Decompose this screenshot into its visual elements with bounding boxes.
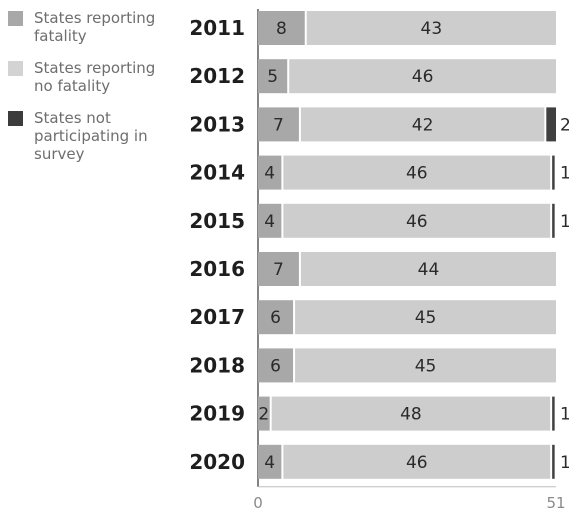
year-label: 2017 (189, 305, 245, 329)
legend-swatch-not-participating (8, 111, 23, 126)
bar-segment (258, 11, 305, 45)
bar-segment (300, 252, 556, 286)
bar-segment (546, 107, 556, 142)
data-label: 45 (415, 356, 437, 376)
x-tick-label: 0 (253, 494, 263, 508)
year-label: 2013 (189, 112, 245, 136)
data-label: 46 (406, 453, 428, 473)
legend-label-not-participating: States not participating in survey (34, 109, 148, 163)
bar-segment (289, 59, 556, 94)
year-label: 2018 (189, 353, 245, 377)
legend-swatch-fatality (8, 11, 23, 26)
data-label: 1 (560, 164, 569, 184)
bar-segment (306, 11, 556, 45)
legend-label-no-fatality: States reporting no fatality (34, 59, 156, 95)
legend-item-no-fatality: States reporting no fatality (8, 59, 168, 95)
bar-segment (258, 252, 299, 286)
data-label: 6 (270, 308, 281, 328)
bar-segment (552, 396, 555, 431)
bar-segment (283, 444, 551, 479)
legend-swatch-no-fatality (8, 61, 23, 76)
bar-segment (258, 107, 299, 142)
x-tick-label: 51 (546, 494, 565, 508)
year-label: 2015 (189, 209, 245, 233)
year-label: 2014 (189, 161, 245, 185)
bar-segment (552, 203, 555, 238)
bar-segment (300, 107, 545, 142)
bar-segment (552, 155, 555, 190)
bar-segment (271, 396, 551, 431)
data-label: 4 (264, 164, 275, 184)
year-label: 2016 (189, 257, 245, 281)
data-label: 46 (406, 212, 428, 232)
legend: States reporting fatality States reporti… (8, 9, 168, 177)
data-label: 7 (273, 260, 284, 280)
data-label: 6 (270, 356, 281, 376)
bar-segment (258, 59, 288, 94)
bar-segment (258, 155, 282, 190)
data-label: 1 (560, 405, 569, 425)
bar-segment (258, 300, 294, 335)
data-label: 2 (258, 405, 269, 425)
data-label: 44 (418, 260, 440, 280)
bar-segment (258, 444, 282, 479)
bar-segment (283, 203, 551, 238)
year-label: 2020 (189, 450, 245, 474)
year-label: 2019 (189, 402, 245, 426)
data-label: 8 (276, 19, 287, 39)
data-label: 42 (412, 115, 434, 135)
legend-label-fatality: States reporting fatality (34, 9, 156, 45)
data-label: 43 (421, 19, 443, 39)
bar-segment (258, 348, 294, 383)
data-label: 46 (406, 164, 428, 184)
data-label: 7 (273, 115, 284, 135)
data-label: 1 (560, 453, 569, 473)
year-label: 2011 (189, 16, 245, 40)
bar-segment (258, 203, 282, 238)
bar-segment (295, 348, 556, 383)
bar-segment (258, 396, 270, 431)
bar-segment (283, 155, 551, 190)
data-label: 46 (412, 67, 434, 87)
data-label: 2 (560, 115, 569, 135)
data-label: 1 (560, 212, 569, 232)
bar-segment (295, 300, 556, 335)
data-label: 48 (400, 405, 422, 425)
bar-segment (552, 444, 555, 479)
data-label: 5 (267, 67, 278, 87)
data-label: 45 (415, 308, 437, 328)
legend-item-fatality: States reporting fatality (8, 9, 168, 45)
legend-item-not-participating: States not participating in survey (8, 109, 168, 163)
year-label: 2012 (189, 64, 245, 88)
data-label: 4 (264, 453, 275, 473)
data-label: 4 (264, 212, 275, 232)
